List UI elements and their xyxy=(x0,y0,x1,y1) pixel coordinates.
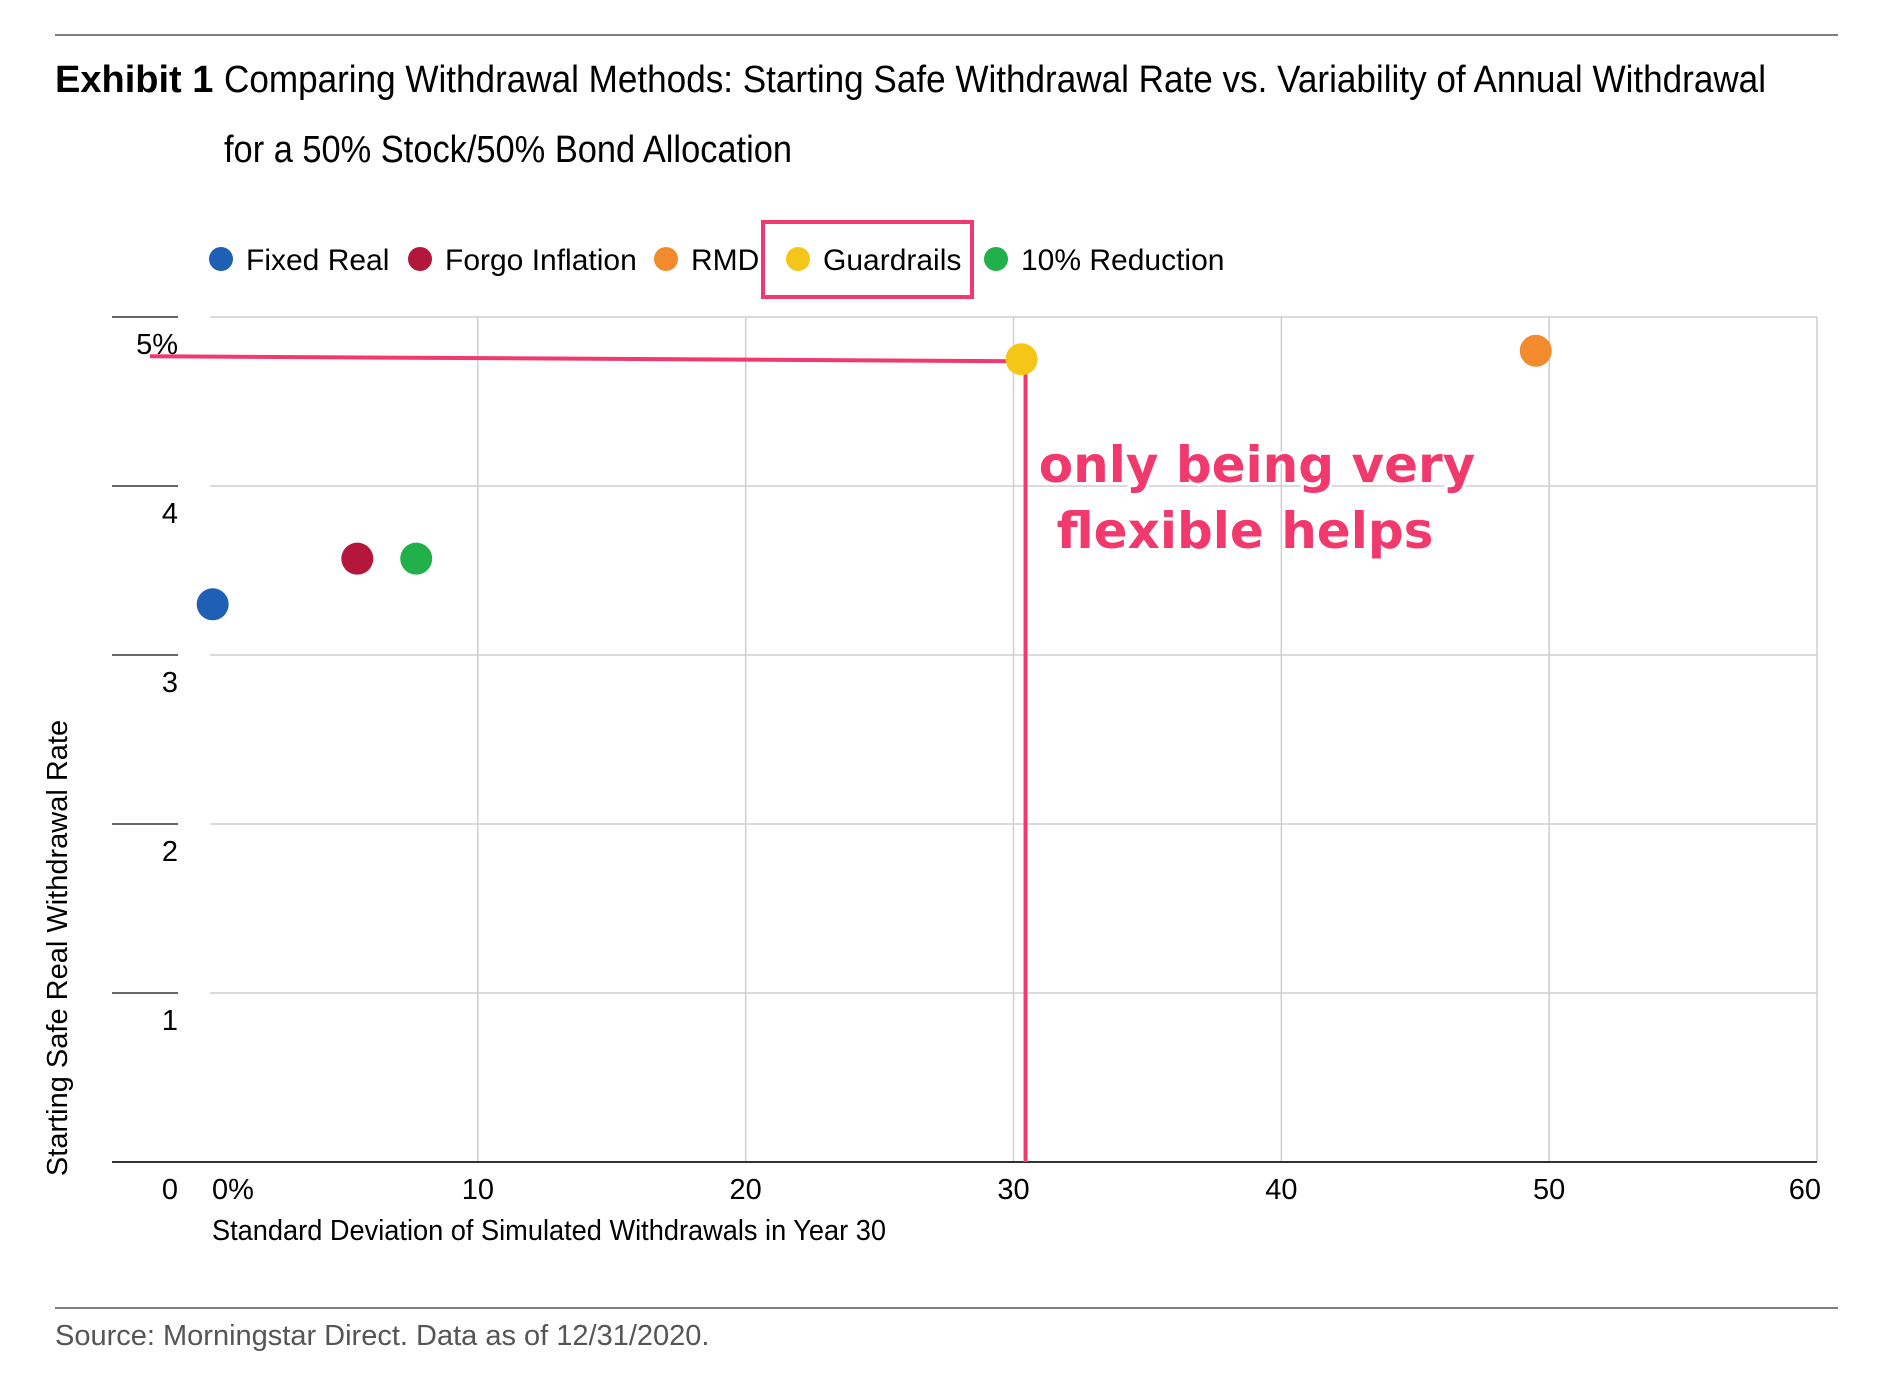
legend-marker-guardrails xyxy=(786,247,810,271)
annotation-line-1: only being very xyxy=(1039,436,1475,494)
legend-marker-rmd xyxy=(654,247,678,271)
annotation-guides xyxy=(149,354,1028,1162)
legend-marker-fixed-real xyxy=(209,247,233,271)
legend-item-fixed-real: Fixed Real xyxy=(209,244,389,277)
legend: Fixed Real Forgo Inflation RMD Guardrails 10… xyxy=(209,244,1224,277)
annotation-horizontal-line xyxy=(149,354,1022,364)
y-tick-label-1: 1 xyxy=(162,1005,178,1037)
x-axis-label: Standard Deviation of Simulated Withdraw… xyxy=(212,1215,886,1247)
x-tick-label-40: 40 xyxy=(1265,1174,1297,1206)
chart-title-line-1: Comparing Withdrawal Methods: Starting S… xyxy=(224,59,1766,101)
point-forgo-inflation xyxy=(341,542,374,575)
point-10-reduction xyxy=(400,542,433,575)
y-axis-label: Starting Safe Real Withdrawal Rate xyxy=(42,720,74,1176)
point-fixed-real xyxy=(196,588,229,621)
legend-label-fixed-real: Fixed Real xyxy=(246,244,389,277)
y-tick-label-2: 2 xyxy=(162,836,178,868)
x-tick-label-50: 50 xyxy=(1533,1174,1565,1206)
x-axis: 0% 10 20 30 40 50 60 xyxy=(112,1161,1821,1206)
legend-label-forgo-inflation: Forgo Inflation xyxy=(445,244,637,277)
y-tick-label-0: 0 xyxy=(162,1174,178,1206)
source-note: Source: Morningstar Direct. Data as of 1… xyxy=(55,1320,709,1352)
legend-item-forgo-inflation: Forgo Inflation xyxy=(408,244,637,277)
legend-marker-forgo-inflation xyxy=(408,247,432,271)
annotation-line-2: flexible helps xyxy=(1057,502,1434,560)
y-tick-label-4: 4 xyxy=(162,498,178,530)
legend-label-guardrails: Guardrails xyxy=(823,244,961,277)
legend-item-10-reduction: 10% Reduction xyxy=(984,244,1224,277)
x-tick-label-10: 10 xyxy=(462,1174,494,1206)
legend-label-10-reduction: 10% Reduction xyxy=(1021,244,1224,277)
x-tick-label-0: 0% xyxy=(212,1174,254,1206)
grid xyxy=(210,316,1818,1162)
x-tick-label-60: 60 xyxy=(1789,1174,1821,1206)
legend-label-rmd: RMD xyxy=(691,244,759,277)
chart-title-line-2: for a 50% Stock/50% Bond Allocation xyxy=(224,129,792,171)
x-tick-label-20: 20 xyxy=(730,1174,762,1206)
exhibit-label: Exhibit 1 xyxy=(55,59,213,101)
legend-item-guardrails: Guardrails xyxy=(786,244,961,277)
y-tick-label-3: 3 xyxy=(162,667,178,699)
legend-marker-10-reduction xyxy=(984,247,1008,271)
x-tick-label-30: 30 xyxy=(997,1174,1029,1206)
legend-item-rmd: RMD xyxy=(654,244,759,277)
guardrails-highlight-box xyxy=(761,220,974,299)
data-points xyxy=(196,334,1552,621)
point-rmd xyxy=(1519,334,1552,367)
point-guardrails xyxy=(1005,343,1038,376)
